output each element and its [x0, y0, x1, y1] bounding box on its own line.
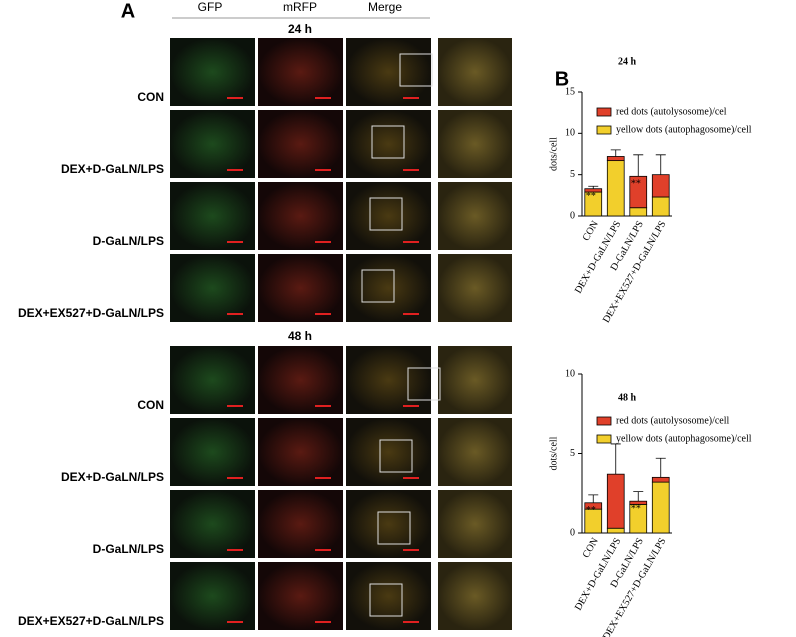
micrograph [346, 110, 431, 178]
zoom-box [371, 125, 405, 159]
micrograph [438, 346, 512, 414]
row-label: DEX+D-GaLN/LPS [61, 162, 164, 176]
row-label: D-GaLN/LPS [93, 542, 164, 556]
micrograph [170, 562, 255, 630]
bar-segment [651, 174, 670, 198]
y-tick-label: 5 [570, 448, 575, 459]
bar-segment [651, 476, 670, 483]
bar-segment [606, 473, 625, 529]
y-tick-label: 0 [570, 527, 575, 538]
y-tick-label: 10 [565, 368, 575, 379]
column-header: mRFP [283, 0, 317, 14]
column-header: GFP [198, 0, 223, 14]
time-label: 24 h [288, 22, 312, 36]
x-tick-label: CON [581, 536, 601, 560]
bar-segment [651, 196, 670, 217]
micrograph [438, 490, 512, 558]
error-bar [633, 491, 644, 502]
chart-title: 48 h [618, 392, 637, 403]
significance: ** [631, 503, 641, 514]
micrograph [346, 254, 431, 322]
bar-segment [606, 160, 625, 217]
zoom-box [369, 197, 403, 231]
error-bar [588, 494, 599, 503]
micrograph [346, 562, 431, 630]
micrograph [170, 418, 255, 486]
error-bar [633, 154, 644, 177]
row-label: DEX+D-GaLN/LPS [61, 470, 164, 484]
micrograph [170, 254, 255, 322]
column-header: Merge [368, 0, 402, 14]
significance: ** [586, 505, 596, 516]
micrograph [258, 110, 343, 178]
legend-label: red dots (autolysosome)/cell [616, 415, 730, 426]
micrograph [170, 490, 255, 558]
row-label: D-GaLN/LPS [93, 234, 164, 248]
row-label: DEX+EX527+D-GaLN/LPS [18, 306, 164, 320]
micrograph [346, 38, 431, 106]
time-label: 48 h [288, 329, 312, 343]
micrograph [258, 490, 343, 558]
zoom-box [407, 367, 441, 401]
row-label: CON [137, 398, 164, 412]
error-bar [610, 149, 621, 157]
y-tick-label: 0 [570, 210, 575, 221]
error-bar [610, 443, 621, 475]
legend-swatch [596, 434, 612, 444]
bar-segment [606, 527, 625, 534]
micrograph [258, 254, 343, 322]
row-label: CON [137, 90, 164, 104]
zoom-box [361, 269, 395, 303]
micrograph [438, 562, 512, 630]
y-tick-label: 10 [565, 128, 575, 139]
panel-label: A [121, 0, 135, 22]
micrograph [438, 418, 512, 486]
x-tick-label: CON [581, 219, 601, 243]
micrograph [346, 418, 431, 486]
legend-label: yellow dots (autophagosome)/cell [616, 124, 752, 135]
legend-swatch [596, 416, 612, 426]
significance: ** [631, 179, 641, 190]
y-axis-label: dots/cell [548, 436, 559, 470]
micrograph [438, 182, 512, 250]
micrograph [346, 182, 431, 250]
zoom-box [377, 511, 411, 545]
zoom-box [399, 53, 433, 87]
legend-label: red dots (autolysosome)/cel [616, 106, 727, 117]
micrograph [438, 110, 512, 178]
panel-label: B [555, 68, 569, 90]
bar-segment [606, 156, 625, 162]
micrograph [258, 418, 343, 486]
micrograph [346, 346, 431, 414]
micrograph [438, 38, 512, 106]
y-axis-label: dots/cell [548, 137, 559, 171]
chart-title: 24 h [618, 56, 637, 67]
micrograph [170, 182, 255, 250]
legend-swatch [596, 107, 612, 117]
row-label: DEX+EX527+D-GaLN/LPS [18, 614, 164, 628]
error-bar [655, 457, 666, 478]
micrograph [258, 38, 343, 106]
error-bar [655, 154, 666, 175]
micrograph [438, 254, 512, 322]
micrograph [170, 110, 255, 178]
error-bar [588, 185, 599, 189]
micrograph [346, 490, 431, 558]
micrograph [258, 182, 343, 250]
significance: ** [586, 191, 596, 202]
bar-segment [651, 481, 670, 534]
micrograph [170, 38, 255, 106]
micrograph [258, 562, 343, 630]
micrograph [258, 346, 343, 414]
zoom-box [369, 583, 403, 617]
legend-swatch [596, 125, 612, 135]
micrograph [170, 346, 255, 414]
zoom-box [379, 439, 413, 473]
y-tick-label: 15 [565, 86, 575, 97]
y-tick-label: 5 [570, 169, 575, 180]
legend-label: yellow dots (autophagosome)/cell [616, 433, 752, 444]
bar-segment [629, 207, 648, 217]
